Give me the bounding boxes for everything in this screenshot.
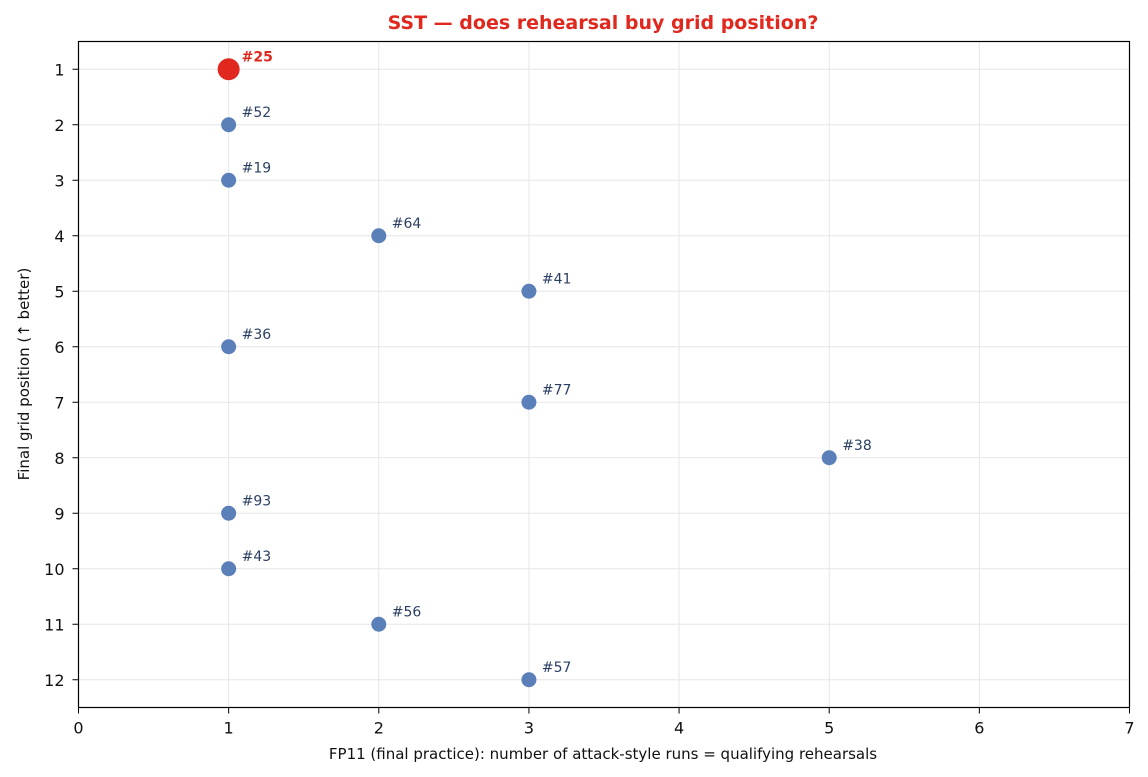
point-label: #93 [242, 493, 272, 509]
data-point [221, 172, 237, 188]
point-label: #64 [392, 216, 422, 232]
plot-frame [77, 40, 1131, 709]
data-point [371, 228, 387, 244]
x-tick-label: 4 [674, 719, 684, 738]
y-tick-label: 7 [54, 393, 64, 412]
x-axis-title: FP11 (final practice): number of attack-… [329, 745, 877, 763]
y-tick-label: 8 [54, 449, 64, 468]
data-point [521, 672, 537, 688]
point-label: #52 [242, 105, 272, 121]
x-tick-label: 3 [524, 719, 534, 738]
point-label: #77 [542, 382, 572, 398]
data-point [221, 561, 237, 577]
data-point [821, 450, 837, 466]
data-point [371, 616, 387, 632]
y-tick-label: 9 [54, 504, 64, 523]
data-point [221, 117, 237, 133]
chart-title: SST — does rehearsal buy grid position? [388, 12, 819, 34]
data-point [221, 339, 237, 355]
point-label: #38 [842, 438, 872, 454]
x-tick-label: 2 [374, 719, 384, 738]
x-tick-label: 1 [224, 719, 234, 738]
x-tick-label: 5 [824, 719, 834, 738]
y-tick-label: 1 [54, 60, 64, 79]
data-point [521, 394, 537, 410]
y-tick-label: 6 [54, 338, 64, 357]
highlight-point [217, 58, 240, 81]
grid-layer [78, 41, 1130, 708]
point-label: #25 [242, 49, 273, 65]
x-tick-label: 0 [73, 719, 83, 738]
point-label: #19 [242, 160, 272, 176]
y-tick-label: 11 [44, 615, 64, 634]
y-tick-label: 12 [44, 671, 64, 690]
y-tick-label: 5 [54, 282, 64, 301]
data-point [521, 283, 537, 299]
point-label: #56 [392, 604, 422, 620]
x-tick-label: 6 [974, 719, 984, 738]
point-layer [217, 58, 837, 688]
point-label: #57 [542, 660, 572, 676]
label-layer: #25 #52 #19 #64 #41 #36 #77 #38 #93 #43 #56 #57 [242, 49, 872, 676]
y-tick-label: 2 [54, 116, 64, 135]
data-point [221, 505, 237, 521]
y-tick-label: 10 [44, 560, 64, 579]
y-tick-label: 3 [54, 171, 64, 190]
y-axis-title: Final grid position (↑ better) [15, 268, 33, 481]
x-tick-label: 7 [1124, 719, 1134, 738]
point-label: #41 [542, 271, 572, 287]
point-label: #36 [242, 327, 272, 343]
y-tick-label: 4 [54, 227, 64, 246]
point-label: #43 [242, 549, 272, 565]
